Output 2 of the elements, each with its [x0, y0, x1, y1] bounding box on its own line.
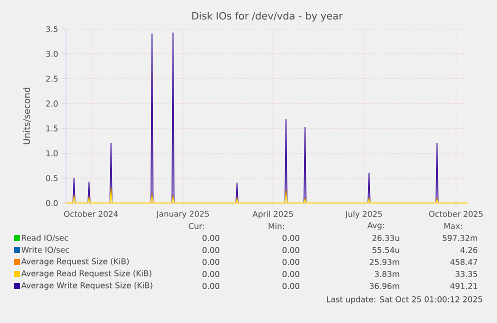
- y-axis-title: Units/second: [23, 88, 31, 144]
- chart-title: Disk IOs for /dev/vda - by year: [192, 12, 343, 22]
